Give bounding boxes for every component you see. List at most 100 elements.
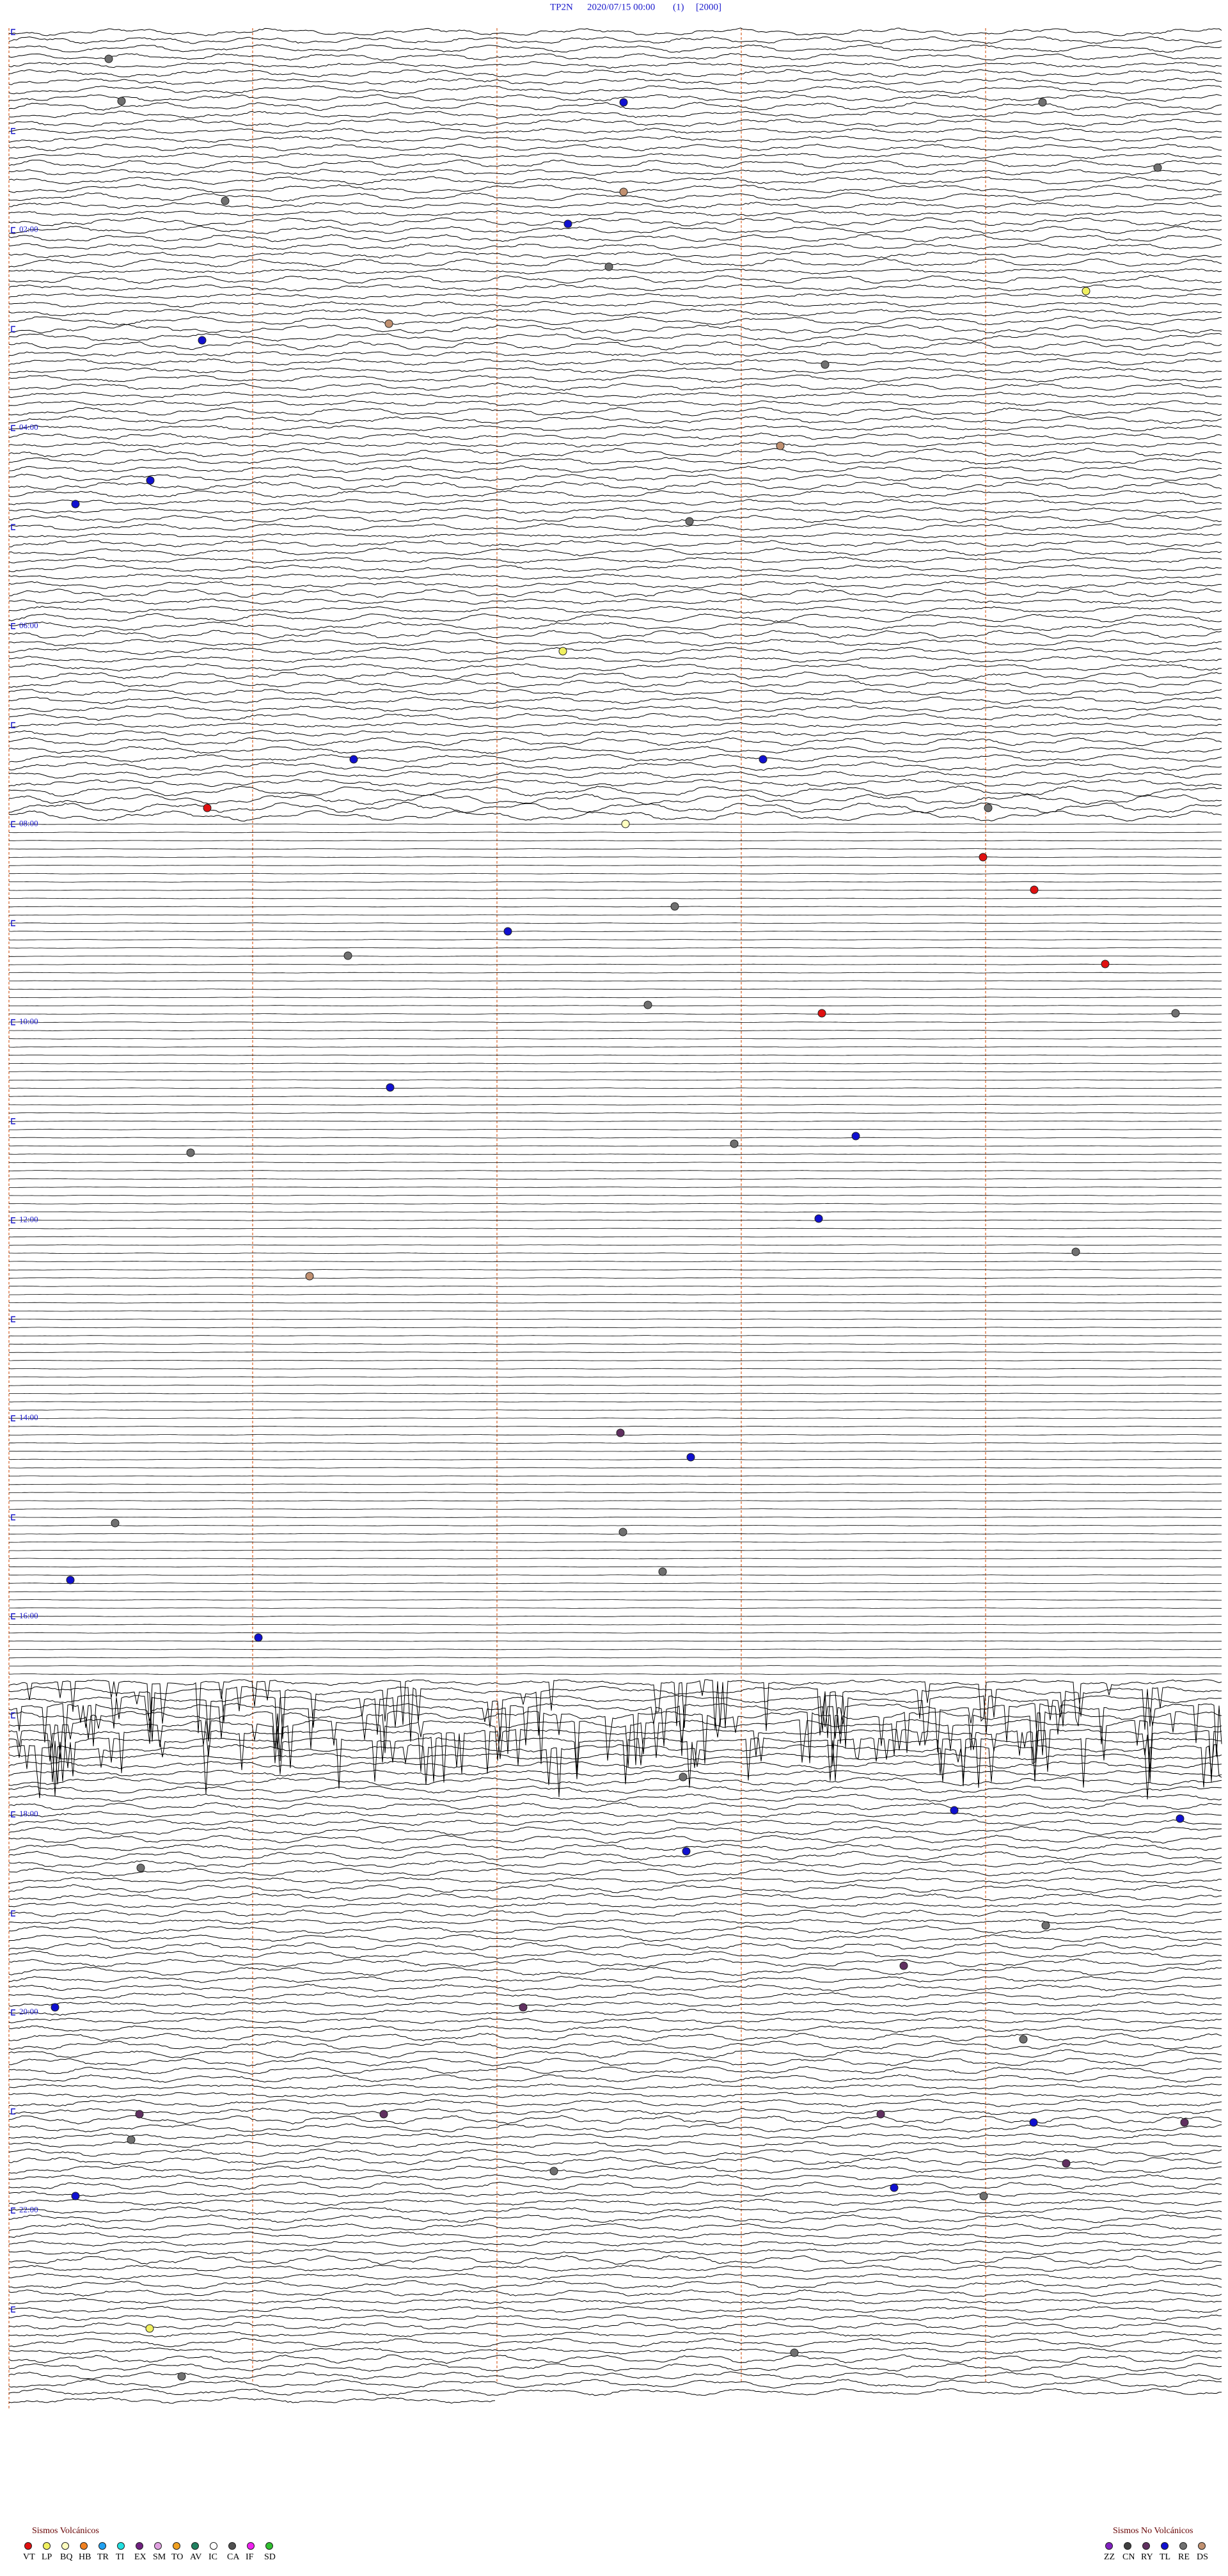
trace (8, 638, 1222, 647)
trace (8, 1368, 1222, 1370)
trace (9, 1038, 1222, 1039)
hour-label: 14:00 (19, 1412, 38, 1422)
trace (9, 540, 1222, 548)
trace (8, 2264, 1222, 2272)
hour-label: 02:00 (19, 225, 38, 234)
legend-code: RY (1141, 2552, 1153, 2562)
trace (8, 1194, 1222, 1196)
trace (8, 2165, 1222, 2174)
event-dot (549, 2167, 558, 2176)
trace (8, 655, 1222, 663)
legend-code: CA (227, 2552, 240, 2562)
trace (8, 201, 1222, 209)
legend-dot (265, 2542, 273, 2550)
event-dot (658, 1567, 667, 1576)
trace (8, 111, 1222, 119)
event-dot (384, 319, 393, 328)
trace (8, 2321, 1222, 2330)
station: TP2N (550, 2, 573, 12)
trace (8, 1492, 1222, 1494)
trace (8, 1860, 1222, 1869)
trace (8, 737, 1222, 747)
event-dot (386, 1083, 395, 1092)
event-dot (71, 2192, 80, 2201)
hour-label: 22:00 (19, 2205, 38, 2215)
event-dot (1041, 1921, 1050, 1930)
hour-bracket (11, 226, 15, 233)
trace (8, 1648, 1222, 1650)
legend-dot (191, 2542, 199, 2550)
event-dot (117, 97, 126, 106)
legend-code: RE (1178, 2552, 1190, 2562)
event-dot (1180, 2118, 1189, 2127)
event-dot (305, 1272, 314, 1281)
trace (8, 1467, 1222, 1469)
trace (8, 730, 1222, 737)
event-dot (899, 1961, 908, 1970)
event-dot (851, 1132, 860, 1141)
legend-code: TO (171, 2552, 183, 2562)
trace (9, 1162, 1222, 1164)
event-dot (1176, 1814, 1185, 1823)
legend-dot (61, 2542, 69, 2550)
trace (8, 1958, 1222, 1968)
legend-code: EX (134, 2552, 146, 2562)
trace (8, 1318, 1222, 1320)
trace (8, 2388, 1222, 2396)
trace (8, 2049, 1222, 2058)
trace (8, 473, 1222, 482)
trace (8, 374, 1222, 383)
trace (8, 613, 1222, 622)
trace (8, 2108, 1222, 2115)
trace (9, 1013, 1222, 1015)
trace (8, 2231, 1222, 2240)
hour-bracket (11, 920, 15, 926)
trace (9, 1187, 1222, 1188)
trace (8, 1112, 1222, 1114)
trace (9, 127, 1222, 134)
trace (8, 573, 1222, 580)
trace (8, 94, 1222, 102)
event-dot (790, 2348, 799, 2357)
event-dot (1029, 2118, 1038, 2127)
trace (8, 1203, 1222, 1205)
legend-code: IC (209, 2552, 217, 2562)
legend-code: LP (42, 2552, 52, 2562)
trace (9, 873, 1222, 874)
event-dot (1038, 98, 1047, 107)
hour-bracket (11, 425, 15, 431)
trace (8, 225, 1222, 234)
hour-labels: 02:00 04:00 06:00 08:00 10:00 12:00 14:00 16:00… (19, 225, 38, 2215)
trace (8, 293, 1222, 299)
hour-bracket (11, 2108, 15, 2115)
event-dot (563, 219, 572, 228)
trace (8, 1558, 1222, 1560)
trace (8, 897, 1222, 899)
trace (8, 2347, 1222, 2355)
event-dot (1171, 1009, 1180, 1018)
event-dot (136, 1863, 145, 1872)
trace (8, 424, 1222, 432)
trace (8, 1744, 1222, 1799)
event-dot (135, 2110, 144, 2119)
trace (8, 2331, 1222, 2338)
event-dot (686, 1453, 695, 1462)
trace (8, 786, 1222, 797)
trace (9, 2141, 1222, 2148)
trace (9, 972, 1222, 974)
trace (8, 2223, 1222, 2231)
event-dot (682, 1847, 691, 1856)
hour-label: 18:00 (19, 1808, 38, 1818)
trace (9, 1277, 1222, 1279)
hour-bracket (11, 1613, 15, 1620)
trace (8, 1549, 1222, 1551)
hour-label: 04:00 (19, 422, 38, 432)
trace (8, 69, 1222, 78)
legend-code: AV (190, 2552, 201, 2562)
trace (8, 2025, 1222, 2033)
hour-bracket (11, 1118, 15, 1125)
trace (8, 251, 1222, 259)
event-dot (127, 2135, 136, 2144)
event-dot (670, 902, 679, 911)
trace (8, 284, 1222, 292)
